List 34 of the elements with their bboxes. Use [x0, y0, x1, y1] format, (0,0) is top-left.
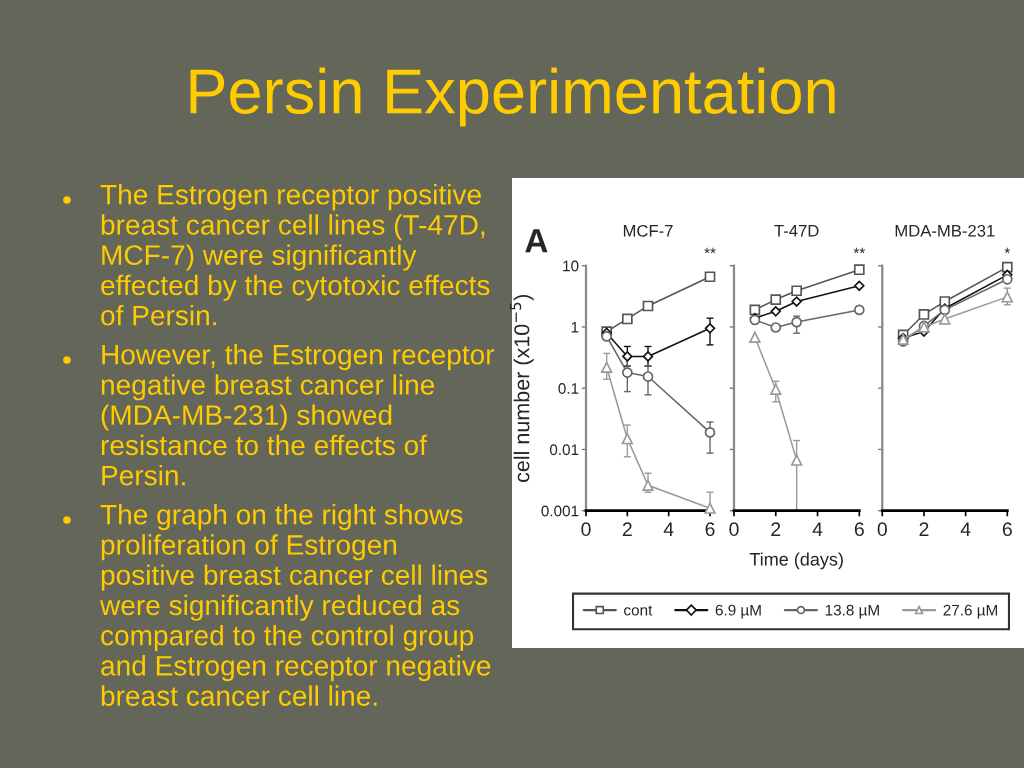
text: A	[525, 229, 548, 253]
chart-title: MDA-MB-231	[895, 224, 995, 237]
legend-label: 6.9 µM	[715, 604, 761, 619]
text: The Estrogen receptor positive breast cancer cell lines (T-47D, MCF-7) were significantly effected by the cytotoxic effects of Persin.	[100, 184, 490, 326]
y-axis-title: cell number (x10$^{−5}$)	[509, 294, 534, 483]
x-tick-label: 6	[1002, 522, 1012, 537]
x-tick-label: 4	[812, 522, 823, 536]
legend-label: 27.6 µM	[943, 604, 998, 619]
text: *	[1004, 247, 1011, 254]
chart-title: MCF-7	[623, 224, 673, 237]
text: **	[704, 247, 716, 254]
x-tick-label: 6	[705, 522, 715, 537]
y-tick-label: 0.1	[558, 383, 579, 394]
y-tick-label: 1	[571, 321, 579, 333]
x-tick-label: 2	[771, 522, 781, 536]
x-tick-label: 0	[877, 522, 887, 537]
chart-title: T-47D	[774, 225, 819, 237]
y-tick-label: 0.01	[549, 444, 579, 456]
x-tick-label: 0	[581, 522, 591, 537]
x-axis-title: Time (days)	[749, 552, 843, 570]
x-tick-label: 2	[919, 522, 929, 536]
legend-label: 13.8 µM	[825, 604, 879, 619]
x-tick-label: 4	[663, 522, 674, 536]
x-tick-label: 2	[622, 522, 632, 536]
text: The graph on the right shows proliferation of Estrogen positive breast cancer cell lines were significantly reduced as compared to the control group and Estrogen receptor negative breast cancer cell line.	[99, 504, 491, 706]
text: Persin Experimentation	[190, 67, 835, 127]
text: **	[853, 247, 866, 254]
x-tick-label: 0	[729, 522, 739, 537]
x-tick-label: 6	[854, 522, 864, 537]
y-tick-label: 10	[563, 260, 579, 272]
legend-label: cont	[624, 605, 653, 616]
y-tick-label: 0.001	[541, 505, 579, 517]
x-tick-label: 4	[960, 522, 971, 536]
text: However, the Estrogen receptor negative breast cancer line (MDA-MB-231) showed resistance to the effects of Persin.	[101, 344, 495, 486]
